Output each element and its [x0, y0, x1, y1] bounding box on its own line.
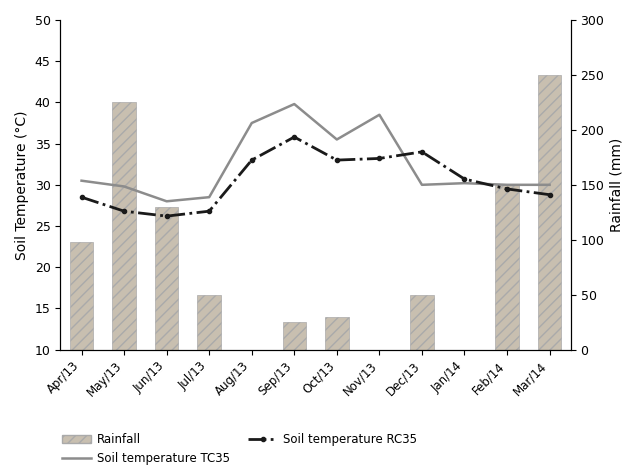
- Bar: [325, 317, 348, 350]
- Y-axis label: Soil Temperature (°C): Soil Temperature (°C): [15, 110, 29, 259]
- Y-axis label: Rainfall (mm): Rainfall (mm): [610, 138, 624, 232]
- Bar: [197, 295, 221, 350]
- Bar: [112, 102, 136, 350]
- Bar: [410, 295, 434, 350]
- Bar: [155, 207, 178, 350]
- Bar: [70, 242, 93, 350]
- Bar: [538, 75, 561, 350]
- Legend: Rainfall, Soil temperature TC35, Soil temperature RC35: Rainfall, Soil temperature TC35, Soil te…: [57, 429, 422, 470]
- Bar: [495, 185, 519, 350]
- Bar: [282, 322, 306, 350]
